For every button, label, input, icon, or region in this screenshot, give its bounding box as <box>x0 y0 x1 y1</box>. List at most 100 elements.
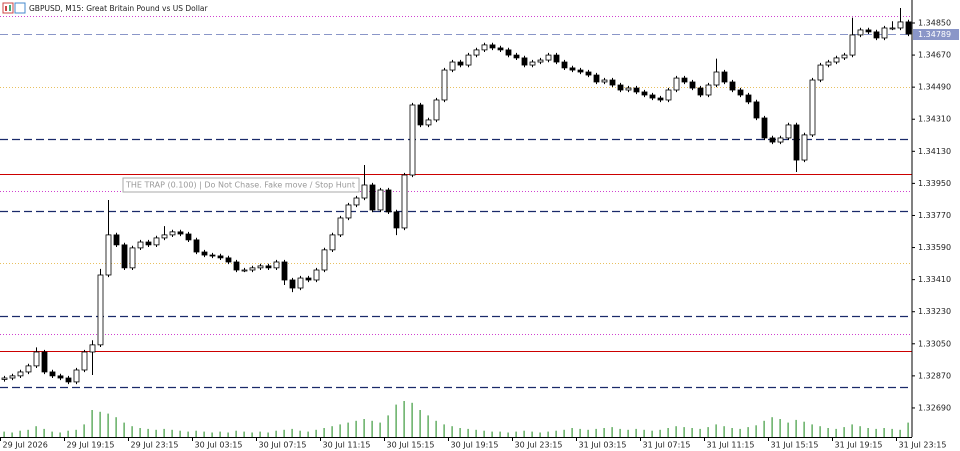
volume-bar <box>99 411 101 437</box>
volume-bar <box>67 430 69 437</box>
volume-bar <box>187 431 189 437</box>
candle-body <box>617 84 624 91</box>
volume-bar <box>323 428 325 437</box>
volume-bar <box>475 429 477 437</box>
volume-bar <box>291 428 293 437</box>
title-box: GBPUSD, M15: Great Britain Pound vs US D… <box>2 2 209 14</box>
candle-body <box>33 351 40 367</box>
volume-bar <box>163 428 165 437</box>
volume-bar <box>59 432 61 437</box>
candle-body <box>265 265 272 269</box>
candle-body <box>377 189 384 211</box>
candle-body <box>801 134 808 161</box>
candle-body <box>137 241 144 249</box>
volume-bar <box>891 428 893 437</box>
candle-body <box>561 61 568 69</box>
candle-body <box>505 49 512 56</box>
volume-bar <box>827 428 829 437</box>
candle-body <box>873 31 880 39</box>
candle-body <box>121 244 128 269</box>
volume-bar <box>739 428 741 437</box>
volume-bar <box>451 426 453 437</box>
volume-bar <box>443 424 445 437</box>
y-tick-label: 1.34490 <box>918 83 951 92</box>
volume-bar <box>811 424 813 437</box>
volume-bar <box>139 428 141 437</box>
volume-bar <box>11 432 13 437</box>
y-tick-label: 1.33770 <box>918 211 951 220</box>
volume-bar <box>683 427 685 437</box>
candle-body <box>1 377 8 380</box>
candle-body <box>577 69 584 73</box>
candle-body <box>409 104 416 176</box>
candle-body <box>185 233 192 241</box>
volume-bar <box>267 432 269 437</box>
volume-bar <box>843 427 845 437</box>
candle-body <box>257 265 264 269</box>
x-tick-label: 31 Jul 19:15 <box>835 441 883 450</box>
candle-body <box>217 255 224 259</box>
levels <box>0 16 912 389</box>
annotation-text: THE TRAP (0.100) | Do Not Chase. Fake mo… <box>125 181 355 190</box>
volume-bar <box>747 427 749 437</box>
candle-body <box>41 351 48 373</box>
candle-body <box>385 189 392 213</box>
x-tick-label: 30 Jul 23:15 <box>515 441 563 450</box>
candle-body <box>761 117 768 139</box>
candle-body <box>521 57 528 66</box>
title-icon <box>2 2 14 14</box>
candle-body <box>793 124 800 161</box>
volume-bar <box>795 419 797 437</box>
candle-body <box>553 54 560 63</box>
y-tick-label: 1.33410 <box>918 275 951 284</box>
y-tick-label: 1.32870 <box>918 371 951 380</box>
candle-body <box>625 87 632 91</box>
volume-bar <box>875 428 877 437</box>
candle-body <box>785 124 792 139</box>
candle-body <box>897 21 904 29</box>
volume-bar <box>611 427 613 437</box>
volume-bar <box>835 428 837 437</box>
candle-body <box>9 375 16 379</box>
volume-bar <box>459 428 461 437</box>
volume-bar <box>379 422 381 437</box>
volume-bar <box>867 428 869 437</box>
volume-bar <box>219 431 221 437</box>
volume-bar <box>787 422 789 437</box>
candle-body <box>849 34 856 56</box>
candle-body <box>89 344 96 353</box>
candle-body <box>129 247 136 269</box>
title-icon <box>14 2 26 14</box>
candle-body <box>97 274 104 346</box>
candle-body <box>569 67 576 71</box>
y-tick-label: 1.34670 <box>918 51 951 60</box>
volume-bar <box>179 430 181 437</box>
candle-body <box>441 69 448 101</box>
candle-body <box>745 94 752 103</box>
candle-body <box>193 239 200 253</box>
title-icon-bar <box>5 6 7 11</box>
volume-bar <box>19 430 21 437</box>
x-tick-label: 30 Jul 19:15 <box>451 441 499 450</box>
x-tick-label: 30 Jul 15:15 <box>387 441 435 450</box>
volume-bar <box>643 429 645 437</box>
candle-body <box>209 254 216 257</box>
candle-body <box>585 71 592 76</box>
volume-bar <box>315 429 317 437</box>
candle-body <box>241 269 248 272</box>
volume-bar <box>771 417 773 437</box>
volume-bar <box>523 430 525 437</box>
volume-bar <box>515 431 517 437</box>
candle-body <box>857 29 864 36</box>
volume-bar <box>395 404 397 437</box>
y-axis: 1.34850 1.34670 1.34490 1.34310 1.34130 1.339… <box>912 18 959 412</box>
volume-bar <box>531 431 533 437</box>
candle-body <box>225 257 232 263</box>
x-tick-label: 29 Jul 23:15 <box>131 441 179 450</box>
volume-bar <box>667 428 669 437</box>
volume-bar <box>435 420 437 437</box>
volume-bar <box>499 431 501 437</box>
candle-body <box>281 261 288 281</box>
